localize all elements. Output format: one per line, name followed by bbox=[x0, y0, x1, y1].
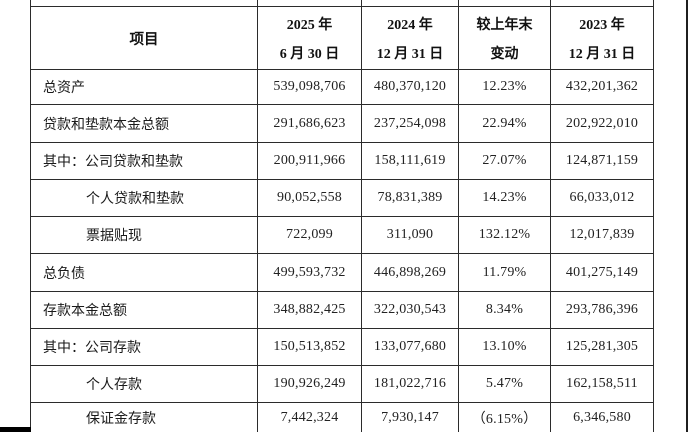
header-2025: 2025 年 6 月 30 日 bbox=[257, 6, 362, 70]
header-2024-year: 2024 年 bbox=[387, 17, 433, 33]
row-label: 保证金存款 bbox=[30, 402, 258, 432]
value-change: 11.79% bbox=[458, 253, 551, 292]
value-2023: 293,786,396 bbox=[550, 291, 654, 329]
value-change: 5.47% bbox=[458, 365, 551, 403]
header-change-line1: 较上年末 bbox=[476, 17, 533, 33]
header-2025-date: 6 月 30 日 bbox=[279, 46, 340, 62]
page-edge-rule bbox=[686, 0, 688, 432]
header-2025-year: 2025 年 bbox=[286, 17, 333, 33]
table-row: 其中：公司存款 150,513,852 133,077,680 13.10% 1… bbox=[30, 328, 654, 366]
value-2025: 348,882,425 bbox=[257, 291, 362, 329]
value-2024: 158,111,619 bbox=[361, 142, 459, 180]
value-2025: 190,926,249 bbox=[257, 365, 362, 403]
value-change: 132.12% bbox=[458, 216, 551, 254]
value-2024: 237,254,098 bbox=[361, 104, 459, 143]
value-2023: 124,871,159 bbox=[550, 142, 654, 180]
table-row: 总负债 499,593,732 446,898,269 11.79% 401,2… bbox=[30, 253, 654, 292]
value-change: 27.07% bbox=[458, 142, 551, 180]
header-2023-year: 2023 年 bbox=[579, 17, 625, 33]
value-2023: 401,275,149 bbox=[550, 253, 654, 292]
value-2025: 90,052,558 bbox=[257, 179, 362, 217]
table-row: 保证金存款 7,442,324 7,930,147 （6.15%） 6,346,… bbox=[30, 402, 654, 432]
row-label: 贷款和垫款本金总额 bbox=[30, 104, 258, 143]
header-2023: 2023 年 12 月 31 日 bbox=[550, 6, 654, 70]
row-label: 其中：公司贷款和垫款 bbox=[30, 142, 258, 180]
value-2024: 311,090 bbox=[361, 216, 459, 254]
row-label: 存款本金总额 bbox=[30, 291, 258, 329]
value-2024: 181,022,716 bbox=[361, 365, 459, 403]
value-change: 13.10% bbox=[458, 328, 551, 366]
value-2023: 6,346,580 bbox=[550, 402, 654, 432]
value-change: （6.15%） bbox=[458, 402, 551, 432]
row-label: 个人贷款和垫款 bbox=[30, 179, 258, 217]
financial-table: 项目 2025 年 6 月 30 日 2024 年 12 月 31 日 较上年末… bbox=[30, 0, 654, 432]
value-2024: 480,370,120 bbox=[361, 69, 459, 105]
header-row: 项目 2025 年 6 月 30 日 2024 年 12 月 31 日 较上年末… bbox=[30, 6, 654, 70]
value-2025: 499,593,732 bbox=[257, 253, 362, 292]
value-2023: 162,158,511 bbox=[550, 365, 654, 403]
value-2023: 202,922,010 bbox=[550, 104, 654, 143]
value-2025: 539,098,706 bbox=[257, 69, 362, 105]
header-2024-date: 12 月 31 日 bbox=[376, 46, 444, 62]
header-item: 项目 bbox=[30, 6, 258, 70]
header-change-line2: 变动 bbox=[490, 46, 519, 62]
value-2024: 78,831,389 bbox=[361, 179, 459, 217]
row-label: 个人存款 bbox=[30, 365, 258, 403]
value-2023: 432,201,362 bbox=[550, 69, 654, 105]
value-change: 14.23% bbox=[458, 179, 551, 217]
table-row: 总资产 539,098,706 480,370,120 12.23% 432,2… bbox=[30, 69, 654, 105]
bottom-left-scan-bar bbox=[0, 427, 31, 432]
value-2023: 12,017,839 bbox=[550, 216, 654, 254]
value-2023: 66,033,012 bbox=[550, 179, 654, 217]
value-2024: 133,077,680 bbox=[361, 328, 459, 366]
header-2024: 2024 年 12 月 31 日 bbox=[361, 6, 459, 70]
header-2023-date: 12 月 31 日 bbox=[568, 46, 636, 62]
value-change: 22.94% bbox=[458, 104, 551, 143]
row-label: 其中：公司存款 bbox=[30, 328, 258, 366]
row-label: 总资产 bbox=[30, 69, 258, 105]
table-row: 个人贷款和垫款 90,052,558 78,831,389 14.23% 66,… bbox=[30, 179, 654, 217]
row-label: 总负债 bbox=[30, 253, 258, 292]
value-2025: 150,513,852 bbox=[257, 328, 362, 366]
table-row: 贷款和垫款本金总额 291,686,623 237,254,098 22.94%… bbox=[30, 104, 654, 143]
value-2024: 7,930,147 bbox=[361, 402, 459, 432]
value-change: 12.23% bbox=[458, 69, 551, 105]
value-2025: 722,099 bbox=[257, 216, 362, 254]
value-2024: 322,030,543 bbox=[361, 291, 459, 329]
table-row: 票据贴现 722,099 311,090 132.12% 12,017,839 bbox=[30, 216, 654, 254]
table-row: 其中：公司贷款和垫款 200,911,966 158,111,619 27.07… bbox=[30, 142, 654, 180]
value-2025: 291,686,623 bbox=[257, 104, 362, 143]
table-row: 存款本金总额 348,882,425 322,030,543 8.34% 293… bbox=[30, 291, 654, 329]
header-change: 较上年末 变动 bbox=[458, 6, 551, 70]
value-change: 8.34% bbox=[458, 291, 551, 329]
value-2025: 7,442,324 bbox=[257, 402, 362, 432]
value-2023: 125,281,305 bbox=[550, 328, 654, 366]
row-label: 票据贴现 bbox=[30, 216, 258, 254]
value-2025: 200,911,966 bbox=[257, 142, 362, 180]
value-2024: 446,898,269 bbox=[361, 253, 459, 292]
table-row: 个人存款 190,926,249 181,022,716 5.47% 162,1… bbox=[30, 365, 654, 403]
